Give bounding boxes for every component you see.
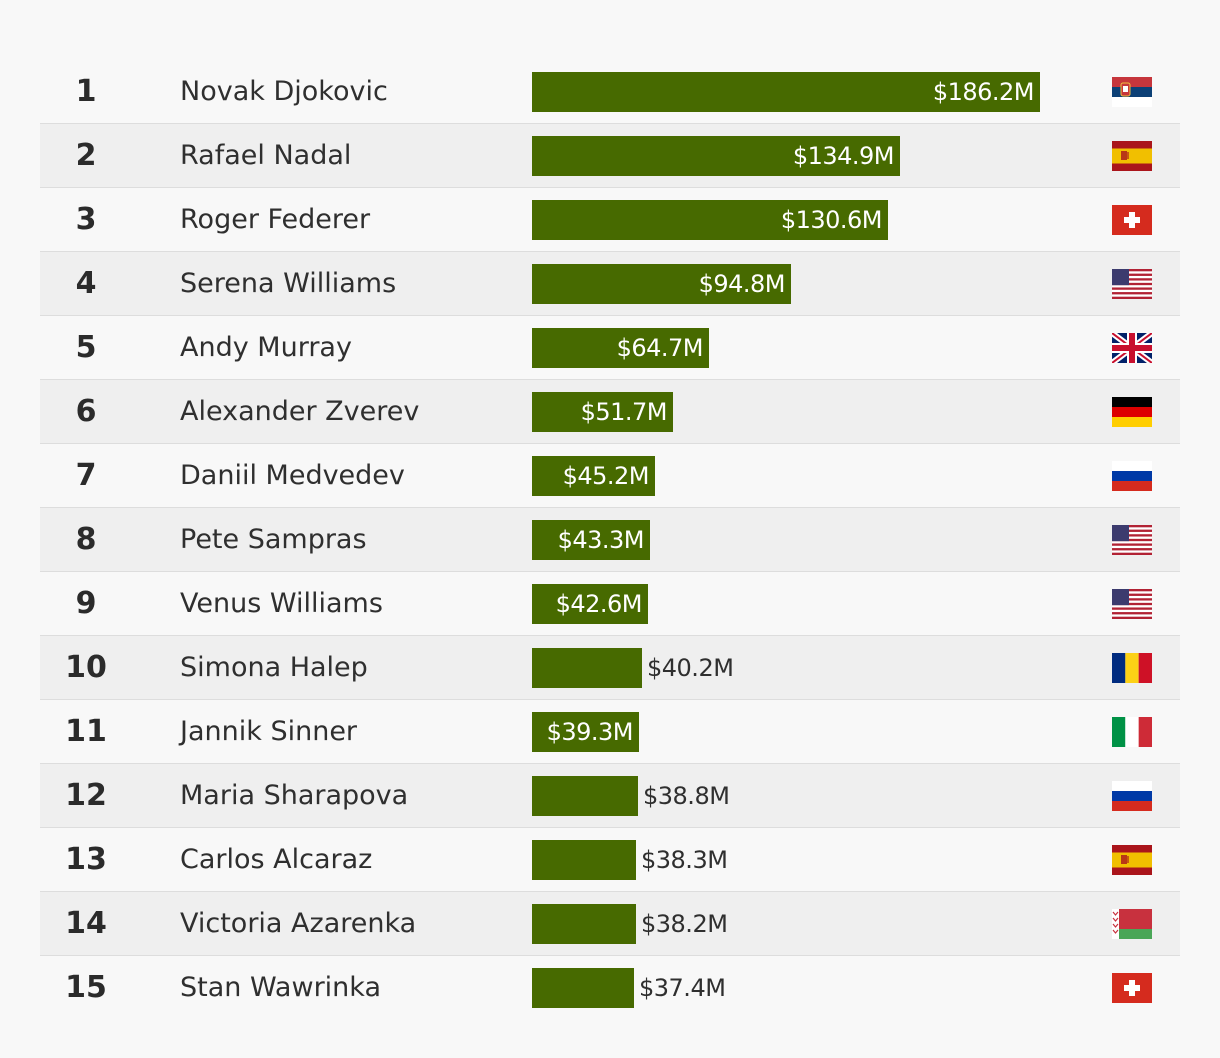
ranking-row: 15 Stan Wawrinka $37.4M (40, 956, 1180, 1020)
ranking-row: 5 Andy Murray $64.7M (40, 316, 1180, 380)
spain-flag-icon (1112, 845, 1152, 875)
rank-number: 7 (75, 458, 97, 493)
rank-number: 6 (75, 394, 97, 429)
prize-money-chart: 1 Novak Djokovic $186.2M 2 Rafael Nadal $134.… (40, 60, 1180, 1020)
romania-flag-icon (1112, 653, 1152, 683)
player-name: Serena Williams (180, 268, 397, 299)
earnings-bar (532, 72, 1040, 112)
usa-flag-icon (1112, 525, 1152, 555)
earnings-bar (532, 200, 888, 240)
russia-flag-icon (1112, 461, 1152, 491)
earnings-bar (532, 520, 650, 560)
ranking-row: 14 Victoria Azarenka $38.2M (40, 892, 1180, 956)
uk-flag-icon (1112, 333, 1152, 363)
earnings-bar (532, 968, 634, 1008)
ranking-row: 13 Carlos Alcaraz $38.3M (40, 828, 1180, 892)
rank-number: 11 (65, 714, 107, 749)
ranking-row: 2 Rafael Nadal $134.9M (40, 124, 1180, 188)
player-name: Carlos Alcaraz (180, 844, 373, 875)
rank-number: 3 (75, 202, 97, 237)
player-name: Pete Sampras (180, 524, 367, 555)
earnings-value-label: $39.3M (546, 718, 634, 746)
russia-flag-icon (1112, 781, 1152, 811)
rank-number: 8 (75, 522, 97, 557)
player-name: Stan Wawrinka (180, 972, 381, 1003)
rank-number: 9 (75, 586, 97, 621)
earnings-bar (532, 840, 636, 880)
player-name: Daniil Medvedev (180, 460, 405, 491)
rank-number: 4 (75, 266, 97, 301)
earnings-value-label: $130.6M (780, 206, 883, 234)
earnings-value-label: $37.4M (639, 974, 726, 1002)
player-name: Jannik Sinner (180, 716, 358, 747)
rank-number: 2 (75, 138, 97, 173)
ranking-row: 9 Venus Williams $42.6M (40, 572, 1180, 636)
ranking-row: 1 Novak Djokovic $186.2M (40, 60, 1180, 124)
earnings-value-label: $38.3M (641, 846, 728, 874)
ranking-row: 4 Serena Williams $94.8M (40, 252, 1180, 316)
earnings-value-label: $51.7M (580, 398, 668, 426)
switzerland-flag-icon (1112, 973, 1152, 1003)
earnings-bar (532, 776, 638, 816)
rank-number: 1 (75, 74, 97, 109)
earnings-value-label: $38.8M (643, 782, 730, 810)
earnings-value-label: $40.2M (647, 654, 734, 682)
earnings-value-label: $64.7M (616, 334, 704, 362)
ranking-row: 6 Alexander Zverev $51.7M (40, 380, 1180, 444)
rank-number: 12 (65, 778, 107, 813)
earnings-value-label: $45.2M (562, 462, 650, 490)
ranking-row: 12 Maria Sharapova $38.8M (40, 764, 1180, 828)
earnings-bar (532, 584, 648, 624)
ranking-row: 11 Jannik Sinner $39.3M (40, 700, 1180, 764)
earnings-bar (532, 648, 642, 688)
earnings-value-label: $42.6M (555, 590, 643, 618)
spain-flag-icon (1112, 141, 1152, 171)
rank-number: 5 (75, 330, 97, 365)
player-name: Rafael Nadal (180, 140, 352, 171)
italy-flag-icon (1112, 717, 1152, 747)
player-name: Novak Djokovic (180, 76, 388, 107)
earnings-bar (532, 264, 791, 304)
germany-flag-icon (1112, 397, 1152, 427)
player-name: Andy Murray (180, 332, 352, 363)
earnings-bar (532, 712, 639, 752)
usa-flag-icon (1112, 589, 1152, 619)
player-name: Venus Williams (180, 588, 383, 619)
earnings-value-label: $134.9M (792, 142, 895, 170)
earnings-bar (532, 392, 673, 432)
rank-number: 15 (65, 970, 107, 1005)
earnings-bar (532, 136, 900, 176)
belarus-flag-icon (1112, 909, 1152, 939)
player-name: Simona Halep (180, 652, 368, 683)
rank-number: 13 (65, 842, 107, 877)
earnings-bar (532, 456, 655, 496)
ranking-row: 8 Pete Sampras $43.3M (40, 508, 1180, 572)
earnings-value-label: $186.2M (932, 78, 1035, 106)
earnings-value-label: $38.2M (641, 910, 728, 938)
player-name: Roger Federer (180, 204, 371, 235)
ranking-row: 3 Roger Federer $130.6M (40, 188, 1180, 252)
earnings-value-label: $43.3M (557, 526, 645, 554)
switzerland-flag-icon (1112, 205, 1152, 235)
ranking-row: 10 Simona Halep $40.2M (40, 636, 1180, 700)
player-name: Victoria Azarenka (180, 908, 417, 939)
serbia-flag-icon (1112, 77, 1152, 107)
player-name: Maria Sharapova (180, 780, 409, 811)
ranking-row: 7 Daniil Medvedev $45.2M (40, 444, 1180, 508)
usa-flag-icon (1112, 269, 1152, 299)
rank-number: 14 (65, 906, 107, 941)
rank-number: 10 (65, 650, 107, 685)
earnings-value-label: $94.8M (698, 270, 786, 298)
earnings-bar (532, 904, 636, 944)
player-name: Alexander Zverev (180, 396, 420, 427)
earnings-bar (532, 328, 709, 368)
